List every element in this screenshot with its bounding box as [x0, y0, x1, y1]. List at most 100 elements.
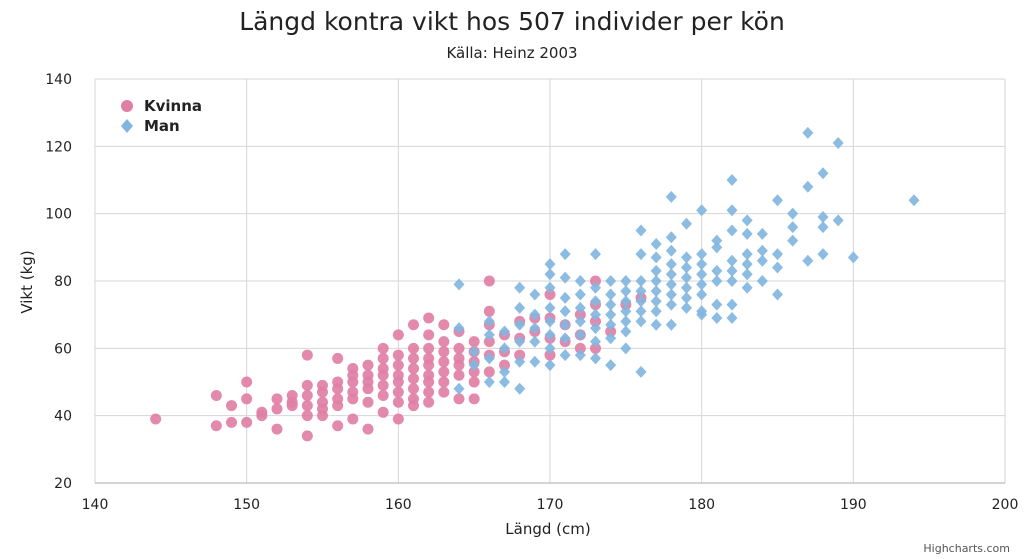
data-point-kvinna[interactable] — [468, 366, 480, 378]
data-point-man[interactable] — [544, 268, 556, 281]
data-point-man[interactable] — [681, 271, 692, 284]
data-point-man[interactable] — [681, 251, 692, 264]
data-point-man[interactable] — [650, 305, 662, 318]
data-point-man[interactable] — [681, 281, 692, 294]
data-point-man[interactable] — [650, 285, 662, 298]
data-point-kvinna[interactable] — [241, 393, 253, 405]
data-point-man[interactable] — [635, 248, 647, 261]
data-point-kvinna[interactable] — [514, 349, 526, 361]
data-point-man[interactable] — [529, 355, 541, 368]
data-point-kvinna[interactable] — [438, 376, 450, 388]
data-point-man[interactable] — [832, 136, 844, 149]
data-point-man[interactable] — [574, 288, 586, 301]
data-point-kvinna[interactable] — [408, 363, 419, 375]
data-point-kvinna[interactable] — [301, 379, 313, 391]
data-point-man[interactable] — [650, 237, 662, 250]
data-point-kvinna[interactable] — [423, 312, 435, 324]
data-point-man[interactable] — [605, 359, 617, 372]
data-point-man[interactable] — [635, 224, 647, 237]
data-point-man[interactable] — [514, 301, 526, 314]
data-point-man[interactable] — [453, 322, 465, 335]
data-point-kvinna[interactable] — [347, 363, 359, 375]
data-point-kvinna[interactable] — [605, 326, 617, 337]
data-point-man[interactable] — [726, 254, 738, 267]
data-point-man[interactable] — [726, 275, 738, 287]
data-point-kvinna[interactable] — [301, 430, 313, 442]
data-point-kvinna[interactable] — [377, 342, 389, 354]
data-point-kvinna[interactable] — [468, 393, 480, 405]
data-point-man[interactable] — [620, 325, 632, 338]
data-point-kvinna[interactable] — [483, 366, 495, 378]
data-point-man[interactable] — [620, 275, 632, 287]
data-point-man[interactable] — [514, 281, 526, 294]
data-point-kvinna[interactable] — [483, 336, 495, 348]
data-point-man[interactable] — [817, 211, 829, 224]
data-point-man[interactable] — [711, 312, 723, 325]
data-point-man[interactable] — [681, 301, 692, 314]
data-point-kvinna[interactable] — [377, 389, 389, 401]
data-point-kvinna[interactable] — [423, 359, 435, 371]
data-point-man[interactable] — [559, 291, 571, 304]
data-point-man[interactable] — [711, 264, 723, 277]
data-point-kvinna[interactable] — [438, 386, 450, 398]
data-point-man[interactable] — [681, 261, 692, 274]
data-point-man[interactable] — [635, 305, 647, 318]
data-point-man[interactable] — [635, 295, 647, 308]
data-point-man[interactable] — [635, 275, 647, 287]
data-point-man[interactable] — [726, 174, 738, 186]
data-point-man[interactable] — [726, 224, 738, 237]
data-point-man[interactable] — [650, 264, 662, 277]
data-point-man[interactable] — [574, 328, 586, 341]
data-point-man[interactable] — [620, 285, 632, 298]
data-point-man[interactable] — [756, 227, 768, 240]
data-point-man[interactable] — [696, 268, 708, 281]
data-point-man[interactable] — [726, 204, 738, 217]
data-point-man[interactable] — [817, 167, 829, 180]
data-point-kvinna[interactable] — [271, 393, 283, 405]
data-point-man[interactable] — [787, 221, 799, 234]
data-point-man[interactable] — [483, 376, 495, 388]
data-point-man[interactable] — [635, 365, 647, 378]
data-point-kvinna[interactable] — [453, 359, 465, 371]
credits-link[interactable]: Highcharts.com — [923, 542, 1010, 555]
data-point-kvinna[interactable] — [241, 376, 253, 388]
data-point-man[interactable] — [544, 328, 556, 341]
data-point-kvinna[interactable] — [590, 315, 601, 327]
data-point-man[interactable] — [772, 261, 783, 274]
data-point-man[interactable] — [620, 342, 632, 355]
data-point-kvinna[interactable] — [574, 309, 586, 321]
data-point-kvinna[interactable] — [544, 349, 556, 361]
data-point-man[interactable] — [711, 241, 723, 254]
data-point-man[interactable] — [544, 281, 556, 294]
data-point-man[interactable] — [514, 335, 526, 348]
data-point-kvinna[interactable] — [423, 386, 435, 398]
data-point-man[interactable] — [483, 352, 495, 365]
data-point-man[interactable] — [817, 221, 829, 234]
data-point-kvinna[interactable] — [483, 305, 495, 317]
data-point-man[interactable] — [696, 288, 708, 301]
data-point-kvinna[interactable] — [392, 386, 404, 398]
data-point-kvinna[interactable] — [408, 342, 419, 354]
data-point-man[interactable] — [681, 217, 692, 230]
data-point-man[interactable] — [802, 126, 814, 139]
data-point-man[interactable] — [665, 258, 677, 271]
data-point-man[interactable] — [590, 308, 601, 321]
data-point-kvinna[interactable] — [392, 329, 404, 341]
data-point-man[interactable] — [605, 275, 617, 287]
data-point-man[interactable] — [529, 288, 541, 301]
data-point-man[interactable] — [696, 248, 708, 261]
data-point-man[interactable] — [635, 315, 647, 328]
data-point-man[interactable] — [756, 275, 768, 287]
data-point-man[interactable] — [681, 291, 692, 304]
data-point-man[interactable] — [544, 359, 556, 372]
data-point-man[interactable] — [620, 295, 632, 308]
data-point-man[interactable] — [590, 295, 601, 308]
data-point-man[interactable] — [468, 359, 480, 372]
data-point-kvinna[interactable] — [210, 389, 222, 401]
data-point-kvinna[interactable] — [392, 349, 404, 361]
data-point-man[interactable] — [741, 248, 753, 261]
data-point-man[interactable] — [559, 248, 571, 261]
data-point-man[interactable] — [696, 204, 708, 217]
data-point-man[interactable] — [696, 278, 708, 291]
data-point-kvinna[interactable] — [590, 342, 601, 354]
